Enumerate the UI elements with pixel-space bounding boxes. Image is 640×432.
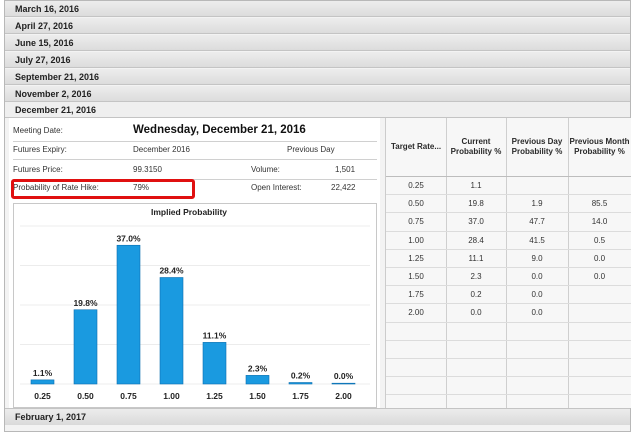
table-cell: 1.25 (408, 253, 424, 263)
volume-value: 1,501 (335, 165, 356, 174)
chart-bar (30, 379, 55, 385)
futures-expiry-label: Futures Expiry: (13, 145, 67, 154)
meeting-row[interactable]: March 16, 2016 (5, 1, 630, 17)
bar-value-label: 1.1% (33, 368, 53, 378)
x-tick-label: 1.75 (292, 391, 309, 401)
table-cell: 0.5 (593, 235, 606, 245)
chart-bar (288, 382, 313, 385)
bar-value-label: 0.0% (334, 371, 354, 381)
table-cell: 1.9 (531, 199, 543, 209)
table-cell: 0.25 (408, 181, 424, 190)
table-cell: 0.75 (408, 217, 424, 227)
previous-day-label: Previous Day (287, 145, 335, 154)
open-interest-label: Open Interest: (251, 183, 302, 192)
chart-svg: Implied Probability 1.1% 0.25 19.8% 0.50 37.0… (20, 207, 370, 401)
chart-bar (73, 309, 98, 385)
volume-label: Volume: (251, 165, 280, 174)
table-cell: 0.0 (531, 272, 543, 281)
table-cell: 1.00 (408, 235, 424, 245)
implied-probability-chart: Implied Probability 1.1% 0.25 19.8% 0.50 37.0… (13, 203, 377, 408)
table-cell (506, 177, 568, 195)
meeting-row[interactable]: September 21, 2016 (5, 69, 630, 85)
table-cell: 14.0 (591, 217, 608, 227)
futures-expiry-value: December 2016 (133, 145, 190, 154)
chart-bar (159, 277, 184, 385)
x-tick-label: 1.25 (206, 391, 223, 401)
chart-title: Implied Probability (151, 207, 227, 217)
table-cell: 11.1 (468, 253, 484, 263)
chart-bar (202, 342, 227, 385)
table-cell (568, 177, 631, 195)
bar-value-label: 0.2% (291, 371, 311, 381)
table-cell: 0.0 (470, 308, 482, 318)
bar-value-label: 19.8% (73, 298, 98, 308)
futures-price-value: 99.3150 (133, 165, 162, 174)
table-cell: 1.75 (408, 290, 424, 300)
table-cell: 37.0 (468, 217, 484, 227)
x-tick-label: 2.00 (335, 391, 352, 401)
x-tick-label: 0.50 (77, 391, 94, 401)
table-cell: 0.50 (408, 199, 424, 209)
table-cell: 41.5 (529, 235, 545, 245)
chart-bar (331, 382, 356, 385)
table-cell: 1.50 (408, 272, 424, 281)
meeting-row-next[interactable]: February 1, 2017 (5, 408, 630, 425)
table-cell: 0.0 (593, 272, 606, 281)
table-cell: 85.5 (591, 199, 608, 209)
x-tick-label: 0.25 (34, 391, 51, 401)
table-cell: 28.4 (468, 235, 484, 245)
table-cell: 0.0 (593, 253, 606, 263)
x-tick-label: 1.50 (249, 391, 266, 401)
chart-bar (245, 375, 270, 385)
highlight-box (11, 179, 195, 199)
bar-value-label: 11.1% (203, 330, 227, 340)
rate-hike-probability-label: Probability of Rate Hike: (13, 183, 99, 192)
open-interest-value: 22,422 (331, 183, 356, 192)
table-cell: 9.0 (531, 253, 543, 263)
table-cell: 2.00 (408, 308, 424, 318)
table-cell: 0.0 (531, 308, 543, 318)
meeting-date-label: Meeting Date: (13, 126, 63, 135)
bar-value-label: 2.3% (248, 363, 268, 373)
table-header: Previous Month Probability % (569, 137, 630, 156)
table-cell: 2.3 (470, 272, 482, 281)
probability-table: Target Rate... Current Probability % Previ… (385, 118, 631, 408)
bar-value-label: 28.4% (159, 266, 184, 276)
table-cell: 0.0 (531, 290, 543, 300)
table-cell: 1.1 (470, 181, 482, 190)
bar-value-label: 37.0% (116, 233, 141, 243)
table-cell: 19.8 (468, 199, 484, 209)
rate-hike-probability-value: 79% (133, 183, 150, 192)
meeting-row[interactable]: July 27, 2016 (5, 52, 630, 68)
table-cell: 0.2 (470, 290, 482, 300)
table-cell (568, 304, 631, 322)
table-header[interactable]: Target Rate... (390, 142, 442, 151)
meeting-row[interactable]: June 15, 2016 (5, 35, 630, 51)
x-tick-label: 0.75 (120, 391, 137, 401)
fedwatch-panel: March 16, 2016 April 27, 2016 June 15, 201… (4, 0, 631, 432)
table-cell: 47.7 (529, 217, 545, 227)
chart-bar (116, 244, 141, 385)
meeting-row[interactable]: April 27, 2016 (5, 18, 630, 34)
meeting-date-value: Wednesday, December 21, 2016 (133, 124, 306, 136)
x-tick-label: 1.00 (163, 391, 180, 401)
table-header: Current Probability % (450, 137, 502, 156)
futures-price-label: Futures Price: (13, 165, 63, 174)
meeting-row[interactable]: November 2, 2016 (5, 86, 630, 102)
table-header: Previous Day Probability % (511, 137, 563, 156)
table-cell (568, 286, 631, 304)
meeting-row[interactable]: December 21, 2016 (5, 102, 630, 118)
